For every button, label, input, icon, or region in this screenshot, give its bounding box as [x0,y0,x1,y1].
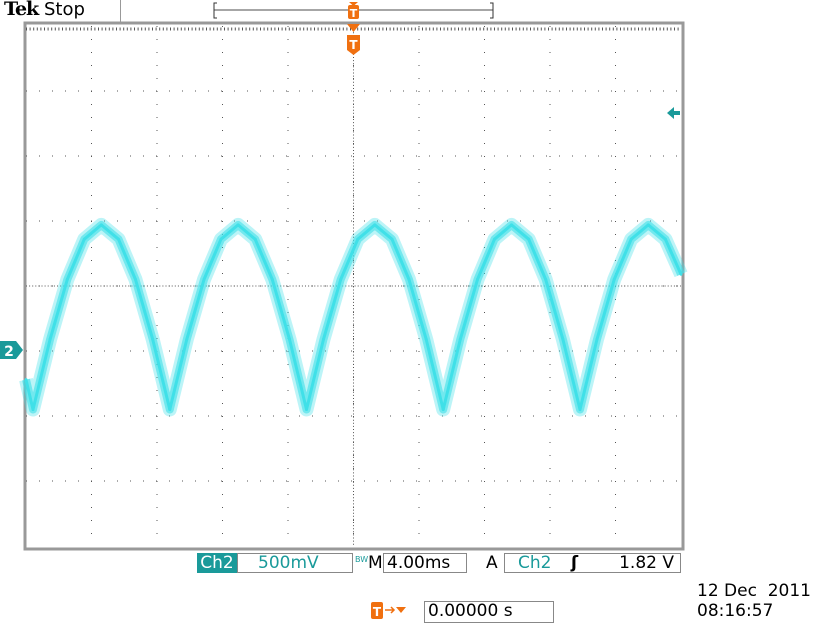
bandwidth-limit-icon: BW [355,555,369,564]
trace-point [134,278,138,281]
brand-logo: Tek [4,0,39,20]
graticule-frame [23,21,685,551]
trace-point [99,223,103,227]
trace-point [253,237,257,241]
trigger-mode: A [486,553,498,573]
ground-marker-label: 2 [4,344,14,360]
trace-point [629,237,633,241]
volts-per-div[interactable]: 500mV [237,553,353,573]
trace-point [407,278,411,281]
trace-point [287,337,291,341]
trace-point [185,337,189,341]
trace-point [356,237,360,241]
trace-line [24,223,683,411]
ch2-trace [19,217,688,417]
trace-point [168,408,172,411]
trace-point [510,223,514,227]
channel-badge[interactable]: Ch2 [197,553,237,573]
timestamp: 12 Dec 2011 08:16:57 [697,581,811,621]
header-divider [120,0,121,22]
trace-point [48,337,52,341]
trace-point [219,237,223,241]
trace-point [679,272,683,276]
trigger-delay-icon: T [371,602,406,619]
trigger-settings[interactable]: Ch2 ʃ 1.82 V [504,553,681,573]
trace-point [236,223,240,227]
trace-point [31,408,35,411]
trigger-level-icon[interactable] [667,107,680,119]
trace-point [646,223,650,227]
time: 08:16:57 [697,601,774,621]
trigger-level: 1.82 V [619,553,674,573]
rising-edge-icon: ʃ [571,553,579,573]
ch2-ground-marker[interactable]: 2 [0,341,23,360]
graticule-grid [26,26,681,546]
trace-point [151,337,155,341]
trace-point [612,278,616,281]
time-per-div[interactable]: 4.00ms [383,553,467,573]
trace-point [322,337,326,341]
trace-point [305,408,309,411]
trace-point [458,337,462,341]
trace-point [544,278,548,281]
svg-text:T: T [350,7,358,20]
trace-point [390,237,394,241]
date: 12 Dec 2011 [697,581,812,601]
trace-point [578,408,582,411]
waveform-display: T T 2 [0,2,688,551]
trace-point [373,223,377,227]
svg-text:T: T [373,605,382,619]
trigger-position[interactable]: 0.00000 s [424,601,554,623]
trace-point [424,337,428,341]
trigger-position-icon: T [347,24,360,55]
trace-point [527,237,531,241]
acquisition-state: Stop [44,0,85,20]
svg-text:T: T [349,38,358,52]
trace-point [475,278,479,281]
trace-point [492,237,496,241]
trigger-source: Ch2 [518,553,552,573]
trace-point [441,408,445,411]
trace-point [339,278,343,281]
trace-point [595,337,599,341]
trace-point [117,237,121,241]
trace-point [561,337,565,341]
trace-point [202,278,206,281]
trace-point [82,237,86,241]
trace-point [663,237,667,241]
trigger-position-record-icon: T [348,2,359,20]
timebase-label: M [368,553,383,573]
trace-point [65,278,69,281]
trace-point [270,278,274,281]
trace-point [24,378,28,382]
